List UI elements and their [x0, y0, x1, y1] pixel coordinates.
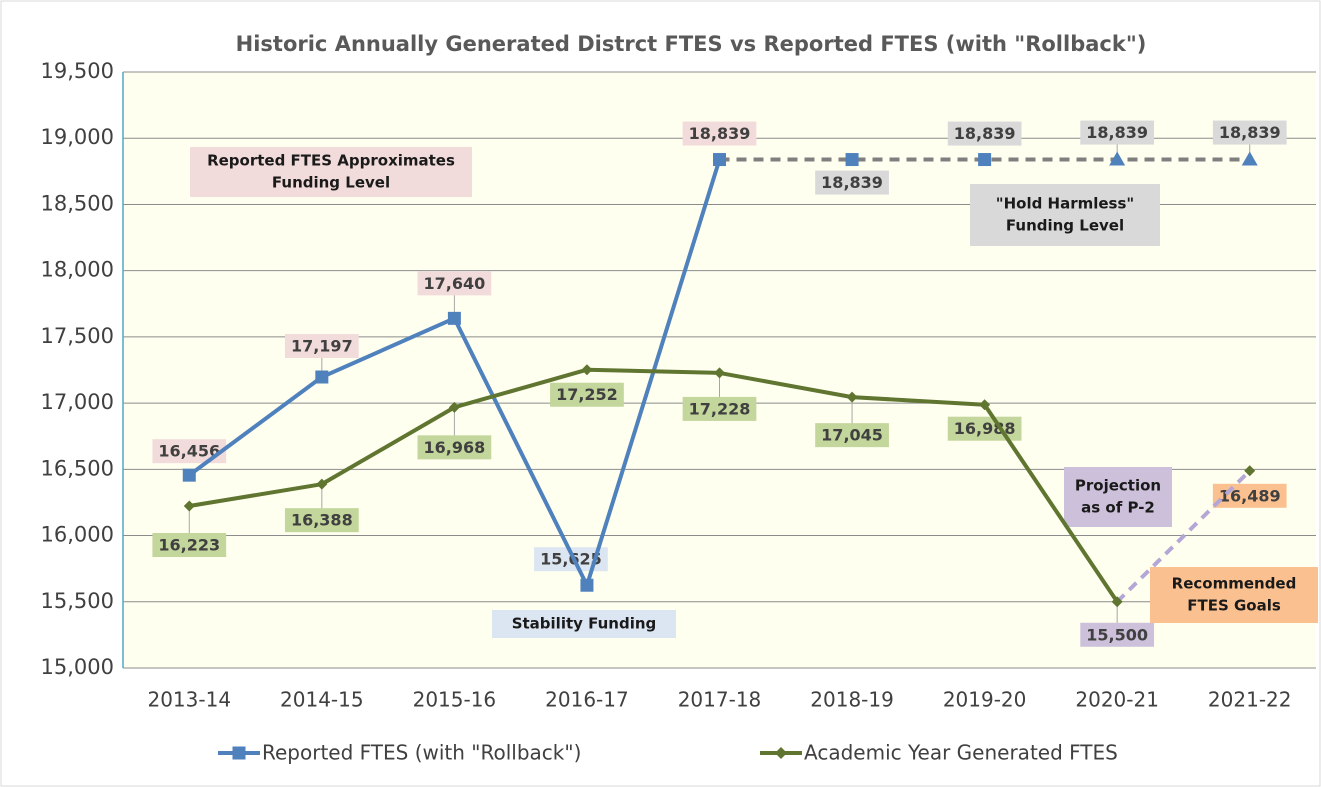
- marker: [183, 500, 195, 512]
- value-label-bg: [947, 416, 1022, 441]
- marker: [845, 153, 859, 167]
- value-labels: 16,456 17,197 17,640 15,625 18,839 18,839 18,8…: [152, 120, 1287, 647]
- value-label-bg: [1212, 483, 1287, 508]
- value-label-bg: [417, 435, 492, 460]
- x-tick-label: 2019-20: [943, 688, 1027, 712]
- value-label: 17,640: [424, 274, 486, 293]
- annotation-text: Funding Level: [1006, 217, 1124, 235]
- annotation-text: Recommended: [1172, 575, 1297, 593]
- x-tick-label: 2017-18: [678, 688, 762, 712]
- marker: [846, 391, 858, 403]
- y-tick-label: 18,500: [41, 191, 114, 215]
- legend-label: Reported FTES (with "Rollback"): [262, 741, 581, 765]
- y-tick-label: 17,500: [41, 324, 114, 348]
- x-tick-label: 2018-19: [810, 688, 894, 712]
- x-tick-label: 2013-14: [147, 688, 231, 712]
- value-label: 17,045: [821, 426, 883, 445]
- marker: [182, 468, 196, 482]
- marker: [714, 367, 725, 379]
- marker: [581, 364, 593, 376]
- value-label-bg: [284, 508, 359, 533]
- y-tick-label: 19,000: [41, 125, 114, 149]
- annotation-box: [1150, 567, 1318, 623]
- x-tick-label: 2014-15: [280, 688, 364, 712]
- value-label: 16,489: [1219, 486, 1281, 505]
- marker: [316, 478, 328, 490]
- x-tick-label: 2015-16: [413, 688, 497, 712]
- value-label: 16,388: [291, 511, 353, 530]
- marker: [979, 399, 991, 411]
- value-label: 16,968: [424, 438, 486, 457]
- chart-title: Historic Annually Generated Distrct FTES…: [236, 32, 1147, 56]
- marker: [713, 153, 726, 167]
- value-label-bg: [682, 396, 757, 421]
- value-label-bg: [1080, 622, 1155, 647]
- value-label: 18,839: [1219, 123, 1281, 142]
- marker: [1111, 596, 1123, 608]
- value-label: 15,500: [1086, 625, 1148, 644]
- marker: [447, 311, 461, 325]
- annotation-text: Reported FTES Approximates: [207, 152, 455, 170]
- y-tick-label: 19,500: [41, 59, 114, 83]
- x-tick-label: 2020-21: [1075, 688, 1159, 712]
- marker: [580, 578, 594, 592]
- value-label: 18,839: [821, 173, 883, 192]
- value-label: 16,223: [158, 536, 220, 555]
- marker: [315, 370, 329, 384]
- annotation-text: FTES Goals: [1187, 597, 1281, 615]
- value-label: 18,839: [954, 124, 1016, 143]
- value-label-bg: [1080, 120, 1155, 145]
- value-label: 15,625: [540, 550, 602, 569]
- value-label: 17,197: [291, 337, 353, 356]
- annotation-box: [1064, 467, 1172, 527]
- marker: [1109, 151, 1126, 166]
- annotation-box: [970, 184, 1160, 246]
- marker: [448, 401, 460, 413]
- marker: [1244, 465, 1256, 477]
- y-tick-label: 18,000: [41, 258, 114, 282]
- y-tick-label: 15,500: [41, 589, 114, 613]
- value-label-bg: [284, 334, 359, 359]
- value-label-bg: [947, 121, 1022, 146]
- value-label-bg: [815, 423, 889, 448]
- value-label: 16,988: [954, 419, 1016, 438]
- annotation-text: Funding Level: [272, 174, 390, 192]
- value-label: 16,456: [158, 442, 220, 461]
- x-tick-label: 2016-17: [545, 688, 629, 712]
- annotation-text: Stability Funding: [512, 615, 657, 633]
- annotation-text: "Hold Harmless": [996, 195, 1134, 213]
- value-label: 17,228: [689, 399, 751, 418]
- annotation-box: [190, 147, 472, 197]
- projected-line: [1115, 469, 1252, 604]
- series-line: [188, 367, 1119, 603]
- value-label-bg: [152, 533, 227, 558]
- value-label: 18,839: [689, 124, 751, 143]
- legend-marker: [232, 746, 246, 760]
- y-tick-label: 16,000: [41, 523, 114, 547]
- legend-marker: [775, 747, 787, 759]
- value-label-bg: [550, 382, 624, 407]
- value-label-bg: [417, 271, 492, 296]
- annotation-box: [492, 610, 676, 638]
- annotation-text: Projection: [1075, 477, 1161, 495]
- value-label-bg: [815, 170, 889, 195]
- annotations: Reported FTES Approximates Funding Level "…: [190, 147, 1318, 638]
- value-label-bg: [682, 121, 757, 146]
- marker: [978, 153, 992, 167]
- value-label: 18,839: [1086, 123, 1148, 142]
- y-tick-label: 17,000: [41, 390, 114, 414]
- annotation-text: as of P-2: [1081, 499, 1155, 517]
- legend-label: Academic Year Generated FTES: [804, 741, 1118, 765]
- x-tick-label: 2021-22: [1208, 688, 1292, 712]
- value-label-bg: [1212, 120, 1287, 145]
- marker: [1241, 151, 1258, 166]
- y-tick-label: 16,500: [41, 456, 114, 480]
- y-tick-label: 15,000: [41, 655, 114, 679]
- value-label: 17,252: [556, 385, 618, 404]
